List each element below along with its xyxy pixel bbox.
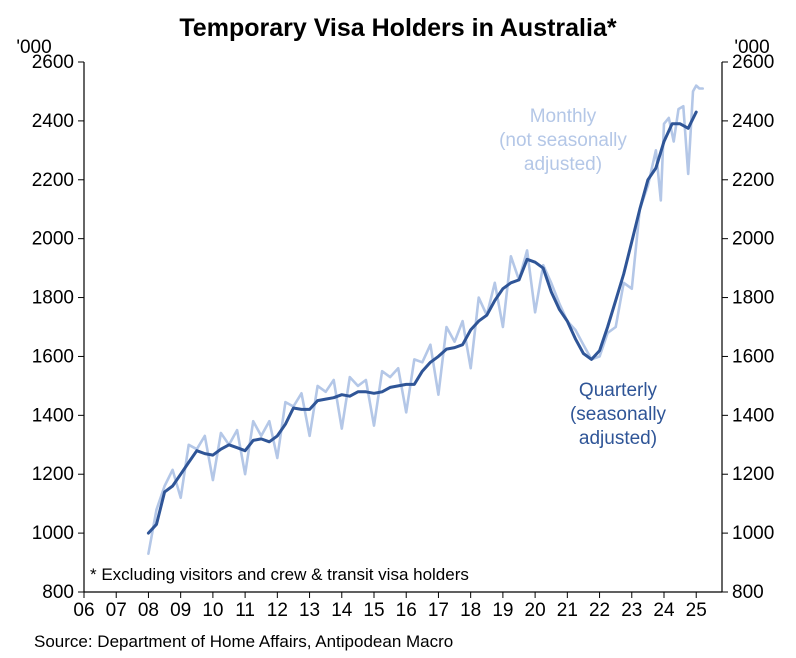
y-tick-label-left: 2000 (32, 229, 74, 250)
x-tick-label: 17 (428, 600, 449, 621)
series-group (146, 84, 704, 555)
chart-note: * Excluding visitors and crew & transit … (90, 565, 469, 584)
y-tick-label-left: 800 (42, 582, 74, 603)
y-tick-label-right: 1000 (732, 523, 774, 544)
y-tick-label-right: 1400 (732, 405, 774, 426)
y-tick-label-left: 2600 (32, 52, 74, 73)
x-tick-label: 24 (653, 600, 675, 621)
x-tick-label: 25 (686, 600, 707, 621)
x-tick-label: 15 (363, 600, 384, 621)
y-axis-unit-right: '000 (734, 37, 769, 58)
x-tick-label: 18 (460, 600, 481, 621)
y-tick-label-left: 2200 (32, 170, 74, 191)
series-monthly-line (147, 84, 704, 555)
y-tick-label-right: 2000 (732, 229, 774, 250)
y-tick-label-right: 2200 (732, 170, 774, 191)
x-tick-label: 12 (267, 600, 288, 621)
x-tick-label: 21 (557, 600, 578, 621)
x-tick-label: 19 (492, 600, 513, 621)
x-tick-label: 06 (73, 600, 94, 621)
x-tick-label: 16 (396, 600, 417, 621)
x-tick-label: 22 (589, 600, 610, 621)
label-monthly: Monthly (530, 106, 597, 127)
y-tick-label-left: 1400 (32, 405, 74, 426)
y-tick-label-right: 1600 (732, 346, 774, 367)
y-tick-label-right: 2600 (732, 52, 774, 73)
y-tick-label-left: 1200 (32, 464, 74, 485)
label-quarterly: Quarterly (579, 380, 658, 401)
y-tick-label-left: 1800 (32, 288, 74, 309)
y-tick-label-left: 1600 (32, 346, 74, 367)
y-tick-label-right: 1800 (732, 288, 774, 309)
label-quarterly: (seasonally (570, 404, 667, 425)
x-tick-label: 09 (170, 600, 191, 621)
chart-title: Temporary Visa Holders in Australia* (179, 14, 616, 42)
y-tick-label-left: 1000 (32, 523, 74, 544)
label-quarterly: adjusted) (579, 428, 657, 449)
annotations: Monthly (not seasonally adjusted) Quarterly… (499, 106, 666, 449)
label-monthly: (not seasonally (499, 130, 627, 151)
x-tick-label: 14 (331, 600, 353, 621)
y-tick-label-right: 2400 (732, 111, 774, 132)
axes: 800 800 1000 1000 1200 1200 1400 1400 1600 1600 18… (32, 52, 775, 621)
y-tick-label-left: 2400 (32, 111, 74, 132)
x-tick-label: 20 (525, 600, 546, 621)
x-tick-label: 08 (138, 600, 159, 621)
x-tick-label: 23 (621, 600, 642, 621)
y-tick-label-right: 1200 (732, 464, 774, 485)
chart-source: Source: Department of Home Affairs, Anti… (34, 632, 453, 651)
label-monthly: adjusted) (524, 154, 602, 175)
x-tick-label: 13 (299, 600, 320, 621)
x-tick-label: 07 (106, 600, 127, 621)
y-tick-label-right: 800 (732, 582, 764, 603)
series-quarterly-line (146, 110, 698, 535)
x-tick-label: 11 (235, 600, 255, 621)
y-axis-unit-left: '000 (16, 37, 51, 58)
x-tick-label: 10 (202, 600, 223, 621)
